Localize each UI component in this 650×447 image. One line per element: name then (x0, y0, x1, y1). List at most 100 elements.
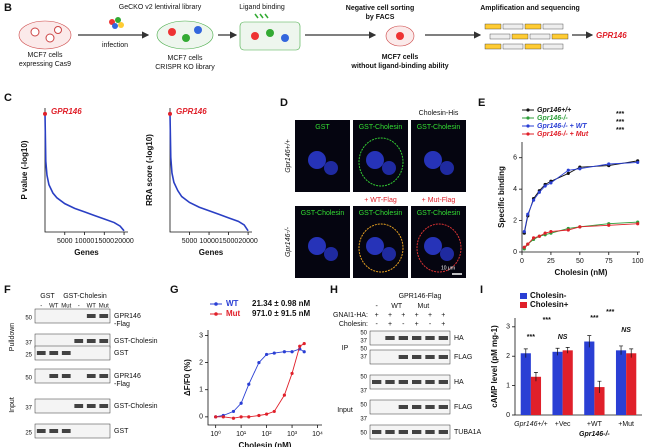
data-line (215, 348, 305, 418)
sign: + (428, 312, 432, 319)
nucleus (440, 247, 454, 261)
image-header: GST-Cholesin (301, 210, 345, 217)
mw-marker: 50 (360, 331, 367, 337)
bar (520, 353, 531, 415)
cell-label: MCF7 cells (382, 54, 419, 61)
band (412, 380, 422, 384)
bar (626, 353, 637, 415)
band (74, 404, 84, 408)
error-bar (555, 347, 560, 356)
panel-label: B (4, 2, 12, 14)
band (99, 339, 109, 343)
y-axis-label: ΔF/F0 (%) (183, 359, 192, 396)
error-bar (597, 380, 602, 393)
sign: + (388, 321, 392, 328)
panel-label: C (4, 92, 12, 104)
legend-label: Cholesin- (530, 291, 567, 300)
legend-label: Mut (226, 309, 241, 318)
bar (562, 350, 573, 415)
band (412, 355, 422, 359)
significance: *** (616, 111, 624, 118)
x-axis-label: Genes (74, 248, 99, 257)
mw-marker: 50 (25, 376, 32, 382)
sign: - (402, 321, 405, 328)
legend-swatch (520, 293, 527, 299)
membrane (358, 137, 404, 187)
mw-marker: 37 (360, 389, 367, 395)
lane-label: WT (391, 303, 403, 310)
y-axis-label: P value (-log10) (20, 140, 29, 199)
mw-marker: 50 (360, 403, 367, 409)
band (49, 351, 59, 355)
highlight-point (43, 111, 48, 116)
x-axis-label: Cholesin (nM) (555, 268, 608, 277)
band (425, 336, 435, 340)
nucleus (424, 151, 442, 169)
significance: *** (527, 334, 535, 341)
mw-marker: 50 (360, 347, 367, 353)
y-tick-label: 3 (199, 332, 203, 339)
image-header: GST (315, 124, 330, 131)
mw-marker: 37 (25, 341, 32, 347)
row-label: GNAI1-HA: (333, 312, 368, 319)
band (398, 336, 408, 340)
nucleus (324, 161, 338, 175)
image-header: GST-Cholesin (417, 210, 461, 217)
nucleus (366, 151, 384, 169)
x-tick-label: +WT (587, 421, 603, 428)
blot (34, 345, 111, 361)
error-bar (565, 347, 570, 354)
image-header: Cholesin-His (419, 110, 459, 117)
band (412, 405, 422, 409)
bar (584, 341, 595, 415)
band-label: GST-Cholesin (114, 403, 158, 410)
band (398, 405, 408, 409)
band (86, 404, 96, 408)
data-line (44, 113, 125, 232)
band (438, 430, 448, 434)
legend-note: 21.34 ± 0.98 nM (252, 299, 311, 308)
data-line (523, 221, 638, 250)
significance: *** (616, 119, 624, 126)
lane-label: Mut (99, 304, 109, 310)
y-tick-label: 2 (506, 353, 510, 360)
x-tick-label: 10² (262, 431, 273, 438)
section-label: Input (9, 397, 16, 413)
annotation: GPR146 (176, 107, 207, 116)
error-bar (587, 335, 592, 348)
step-label: Negative cell sorting (346, 5, 414, 12)
panel-label: F (4, 284, 11, 296)
nucleus (324, 247, 338, 261)
significance: *** (590, 315, 598, 322)
error-bar (523, 348, 528, 358)
band (425, 430, 435, 434)
row-label: Cholesin: (339, 321, 368, 328)
mw-marker: 25 (25, 431, 32, 437)
sign: + (375, 312, 379, 319)
panel-label: H (330, 284, 338, 296)
sign: + (401, 312, 405, 319)
sign: + (441, 321, 445, 328)
legend-swatch (526, 116, 530, 120)
y-tick-label: 2 (199, 359, 203, 366)
y-axis-label: Specific binding (497, 166, 506, 228)
significance: *** (616, 127, 624, 134)
y-tick-label: 1 (199, 387, 203, 394)
x-tick-label: 10⁰ (210, 430, 221, 438)
legend-swatch (214, 312, 218, 316)
lane-label: - (78, 304, 80, 310)
y-axis-label: cAMP level (pM mg-1) (490, 325, 499, 408)
x-tick-label: 5000 (182, 238, 198, 245)
significance: *** (543, 317, 551, 324)
y-tick-label: 0 (506, 412, 510, 419)
band-label: GST (114, 428, 129, 435)
data-point (636, 222, 640, 226)
membrane (358, 223, 404, 273)
legend-label: Gpr146-/- + Mut (537, 131, 589, 138)
band-label: GST (114, 350, 129, 357)
x-tick-label: 100 (632, 258, 644, 265)
bar (594, 387, 605, 415)
x-tick-label: 75 (605, 258, 613, 265)
legend-label: Cholesin+ (530, 300, 569, 309)
band (86, 374, 96, 378)
